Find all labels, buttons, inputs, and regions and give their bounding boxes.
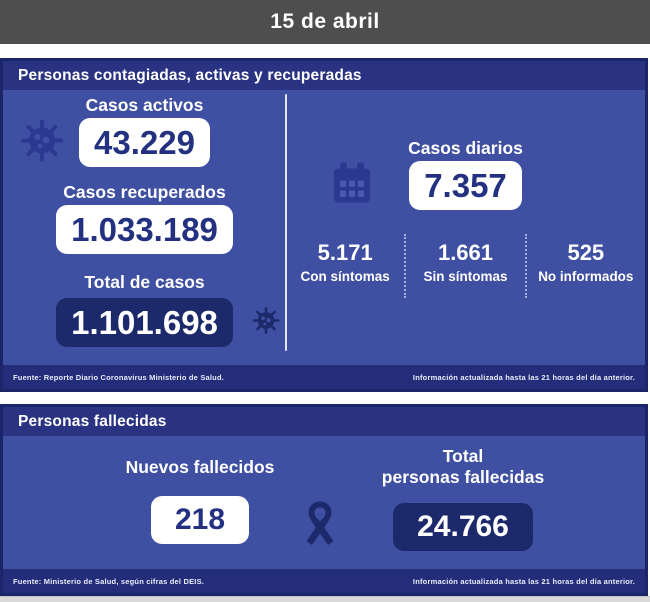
panel-contagios-header: Personas contagiadas, activas y recupera… [3, 61, 645, 90]
daily-cases-column: Casos diarios [286, 90, 645, 365]
total-fallecidos-label-line2: personas fallecidas [381, 467, 545, 488]
total-casos-row: 1.101.698 [3, 298, 286, 347]
casos-diarios-value: 7.357 [424, 167, 507, 204]
panel-fallecidos: Personas fallecidas Nuevos fallecidos 21… [0, 404, 648, 596]
total-casos-label: Total de casos [84, 272, 205, 292]
update-note: Información actualizada hasta las 21 hor… [412, 576, 635, 586]
sin-sintomas-label: Sin síntomas [423, 269, 508, 285]
mourning-ribbon-icon [302, 499, 338, 558]
casos-activos-value: 43.229 [94, 124, 195, 161]
update-note: Información actualizada hasta las 21 hor… [412, 372, 635, 382]
sin-sintomas-value: 1.661 [437, 240, 494, 265]
con-sintomas-value: 5.171 [317, 240, 373, 265]
nuevos-fallecidos-value: 218 [174, 503, 226, 537]
con-sintomas-label: Con síntomas [300, 269, 390, 285]
total-fallecidos-block: Total personas fallecidas 24.766 [323, 446, 603, 551]
panel-fallecidos-title: Personas fallecidas [18, 412, 167, 430]
panel-contagios-footer: Fuente: Reporte Diario Coronavirus Minis… [3, 365, 645, 389]
nuevos-fallecidos-block: Nuevos fallecidos 218 [60, 457, 340, 545]
casos-recuperados-value: 1.033.189 [71, 211, 218, 248]
panel-contagios-body: Casos activos [3, 90, 645, 365]
casos-activos-row: 43.229 [3, 118, 286, 167]
panel-fallecidos-header: Personas fallecidas [3, 407, 645, 436]
no-informados-label: No informados [538, 269, 634, 285]
no-informados-value: 525 [567, 240, 605, 265]
panel-fallecidos-footer: Fuente: Ministerio de Salud, según cifra… [3, 569, 645, 593]
breakdown-no-informados: 525 No informados [524, 234, 645, 299]
total-fallecidos-value-pill: 24.766 [393, 502, 533, 551]
virus-icon [20, 118, 64, 167]
casos-activos-label: Casos activos [85, 95, 204, 115]
total-fallecidos-label: Total personas fallecidas [382, 446, 544, 489]
panel-contagios: Personas contagiadas, activas y recupera… [0, 58, 648, 392]
casos-diarios-row: 7.357 [286, 161, 645, 210]
panel-fallecidos-body: Nuevos fallecidos 218 Total person [3, 436, 645, 569]
virus-icon-small [252, 306, 280, 339]
source-note: Fuente: Reporte Diario Coronavirus Minis… [13, 372, 225, 382]
total-fallecidos-value: 24.766 [417, 509, 509, 543]
casos-recuperados-value-pill: 1.033.189 [56, 205, 233, 254]
total-fallecidos-label-line1: Total [442, 446, 484, 466]
date-title: 15 de abril [270, 10, 380, 33]
column-divider [285, 94, 287, 351]
nuevos-fallecidos-value-pill: 218 [150, 496, 250, 545]
bottom-margin-strip [0, 596, 650, 602]
daily-breakdown-row: 5.171 Con síntomas 1.661 Sin síntomas 52… [286, 234, 645, 299]
total-casos-value-pill: 1.101.698 [56, 298, 233, 347]
nuevos-fallecidos-label: Nuevos fallecidos [125, 457, 275, 477]
breakdown-con-sintomas: 5.171 Con síntomas [286, 234, 404, 298]
casos-activos-value-pill: 43.229 [79, 118, 210, 167]
calendar-icon [332, 161, 372, 210]
panel-contagios-title: Personas contagiadas, activas y recupera… [18, 66, 362, 84]
casos-diarios-label: Casos diarios [408, 138, 523, 158]
date-header-bar: 15 de abril [0, 0, 650, 44]
casos-diarios-value-pill: 7.357 [409, 161, 522, 210]
breakdown-sin-sintomas: 1.661 Sin síntomas [404, 234, 524, 299]
active-recovered-column: Casos activos [3, 90, 286, 365]
total-casos-value: 1.101.698 [71, 304, 218, 341]
casos-recuperados-label: Casos recuperados [63, 182, 226, 202]
source-note: Fuente: Ministerio de Salud, según cifra… [13, 576, 205, 586]
